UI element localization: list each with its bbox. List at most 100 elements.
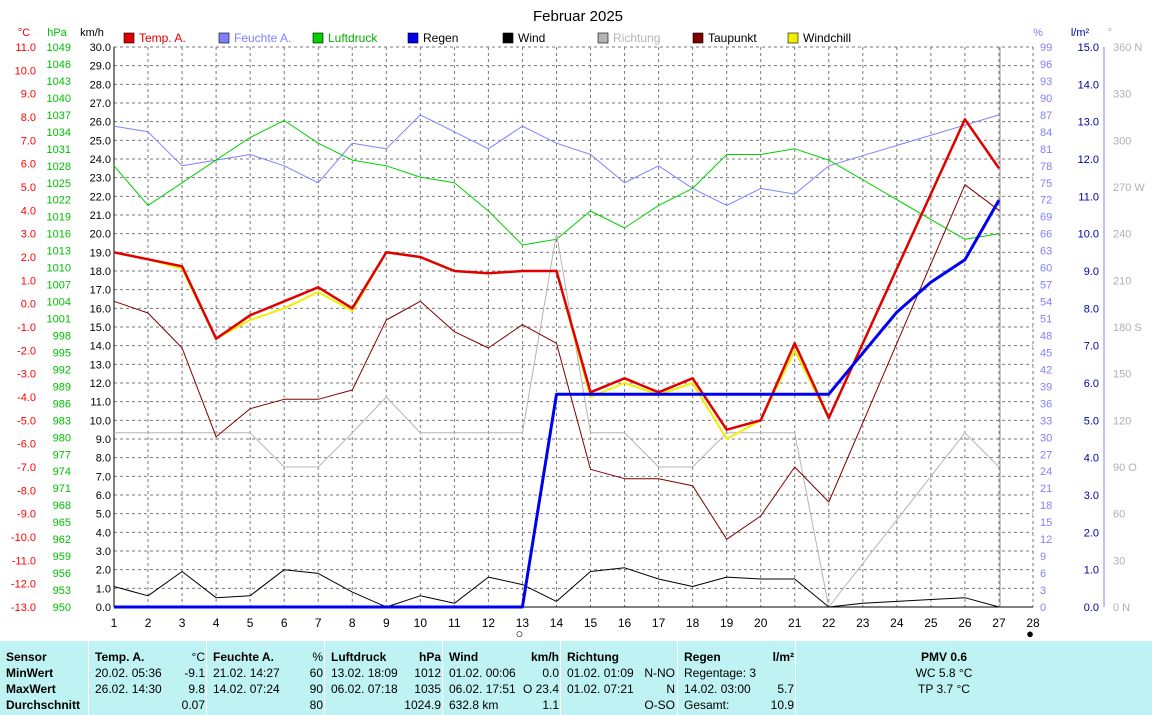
direction-axis-tick: 330 [1113, 89, 1131, 101]
pressure-axis-tick: 989 [53, 381, 71, 393]
pressure-axis-tick: 1043 [47, 76, 71, 88]
stats-unit-rain: l/m² [772, 650, 794, 664]
direction-axis-tick: 240 [1113, 229, 1131, 241]
temp-axis-tick: 6.0 [21, 159, 36, 171]
pressure-axis-tick: 1046 [47, 59, 71, 71]
rain-axis-tick: 2.0 [1084, 527, 1099, 539]
temp-axis-tick: -4.0 [17, 392, 36, 404]
chart-axes: 1 2 3 4 5 6 7 8 9 10 11 12 13 14 15 16 17 18 19 20 21 22 23 24 2… [11, 27, 1145, 641]
temp-axis-tick: -12.0 [11, 579, 36, 591]
chart-legend: Temp. A. Feuchte A. Luftdruck Regen Wind Rich… [123, 31, 851, 45]
stats-unit-humidity: % [312, 650, 323, 664]
legend-label: Taupunkt [708, 31, 757, 45]
x-marker: ○ [516, 626, 524, 641]
rain-axis-tick: 3.0 [1084, 490, 1099, 502]
pressure-axis-tick: 1028 [47, 161, 71, 173]
x-tick-label: 23 [856, 616, 870, 630]
humidity-axis-tick: 93 [1040, 76, 1052, 88]
pressure-axis-tick: 986 [53, 398, 71, 410]
pressure-axis-tick: 1034 [47, 127, 71, 139]
humidity-axis-tick: 81 [1040, 144, 1052, 156]
stats-value: N-NO [644, 666, 675, 680]
pressure-axis-tick: 995 [53, 347, 71, 359]
temp-axis-tick: 10.0 [15, 65, 36, 77]
stats-col-pressure: Luftdruck hPa 13.02. 18:09 1012 06.02. 07:… [325, 641, 443, 715]
legend-swatch [312, 32, 324, 44]
series-line-taupunkt [113, 184, 1000, 540]
stats-header-wind: Wind [449, 650, 479, 664]
wind-axis-tick: 3.0 [96, 546, 111, 558]
legend-label: Luftdruck [328, 31, 378, 45]
stats-time: 14.02. 03:00 [684, 682, 751, 696]
pressure-axis-tick: 968 [53, 500, 71, 512]
temp-axis-tick: 4.0 [21, 205, 36, 217]
humidity-axis-tick: 27 [1040, 449, 1052, 461]
stats-value: 80 [309, 698, 323, 712]
temp-axis-tick: -8.0 [17, 485, 36, 497]
legend-swatch [597, 32, 609, 44]
humidity-axis-tick: 63 [1040, 246, 1052, 258]
pressure-axis-tick: 998 [53, 330, 71, 342]
direction-axis-tick: 90 O [1113, 462, 1137, 474]
stats-value: 1024.9 [404, 698, 441, 712]
axis-unit-label: °C [18, 27, 30, 39]
humidity-axis-tick: 0 [1040, 602, 1046, 614]
stats-header-sensor: Sensor [6, 650, 47, 664]
chart-series [113, 114, 1001, 609]
stats-value: 0.07 [181, 698, 205, 712]
temp-axis-tick: -1.0 [17, 322, 36, 334]
humidity-axis-tick: 42 [1040, 364, 1052, 376]
stats-value: 1035 [414, 682, 441, 696]
x-tick-label: 22 [822, 616, 836, 630]
pressure-axis-tick: 1025 [47, 178, 71, 190]
direction-axis-tick: 150 [1113, 369, 1131, 381]
legend-label: Windchill [803, 31, 851, 45]
wind-axis-tick: 2.0 [96, 565, 111, 577]
pressure-axis-tick: 971 [53, 483, 71, 495]
rain-axis-tick: 7.0 [1084, 341, 1099, 353]
direction-axis-tick: 60 [1113, 509, 1125, 521]
temp-axis-tick: 11.0 [15, 42, 36, 54]
wind-axis-tick: 0.0 [96, 602, 111, 614]
wind-axis-tick: 19.0 [90, 247, 111, 259]
legend-label: Temp. A. [139, 31, 186, 45]
wind-axis-tick: 18.0 [90, 266, 111, 278]
x-tick-label: 15 [584, 616, 598, 630]
wind-axis-tick: 4.0 [96, 527, 111, 539]
humidity-axis-tick: 69 [1040, 212, 1052, 224]
x-tick-label: 10 [414, 616, 428, 630]
stats-time: 26.02. 14:30 [95, 682, 162, 696]
pressure-axis-tick: 977 [53, 449, 71, 461]
stats-col-sensor: Sensor MinWert MaxWert Durchschnitt [0, 641, 89, 715]
legend-swatch [787, 32, 799, 44]
pressure-axis-tick: 959 [53, 551, 71, 563]
wind-axis-tick: 7.0 [96, 471, 111, 483]
pressure-axis-tick: 1019 [47, 212, 71, 224]
pressure-axis-tick: 980 [53, 432, 71, 444]
temp-axis-tick: 9.0 [21, 89, 36, 101]
x-tick-label: 5 [247, 616, 254, 630]
pressure-axis-tick: 983 [53, 415, 71, 427]
stats-unit-pressure: hPa [418, 650, 441, 664]
stats-header-direction: Richtung [567, 650, 619, 664]
wind-axis-tick: 11.0 [90, 397, 111, 409]
stats-value: 0.0 [542, 666, 559, 680]
rain-axis-tick: 11.0 [1078, 191, 1099, 203]
x-tick-label: 8 [349, 616, 356, 630]
wind-axis-tick: 20.0 [90, 229, 111, 241]
wind-axis-tick: 6.0 [96, 490, 111, 502]
pressure-axis-tick: 1022 [47, 195, 71, 207]
humidity-axis-tick: 24 [1040, 466, 1052, 478]
wind-axis-tick: 10.0 [90, 415, 111, 427]
wind-axis-tick: 14.0 [90, 341, 111, 353]
stats-header-pressure: Luftdruck [331, 650, 387, 664]
pressure-axis-tick: 1049 [47, 42, 71, 54]
stats-time: 01.02. 01:09 [567, 666, 634, 680]
rain-axis-tick: 10.0 [1078, 229, 1099, 241]
rain-axis-tick: 6.0 [1084, 378, 1099, 390]
legend-label: Regen [423, 31, 458, 45]
humidity-axis-tick: 3 [1040, 585, 1046, 597]
humidity-axis-tick: 90 [1040, 93, 1052, 105]
humidity-axis-tick: 75 [1040, 178, 1052, 190]
stats-time: Regentage: 3 [684, 666, 757, 680]
